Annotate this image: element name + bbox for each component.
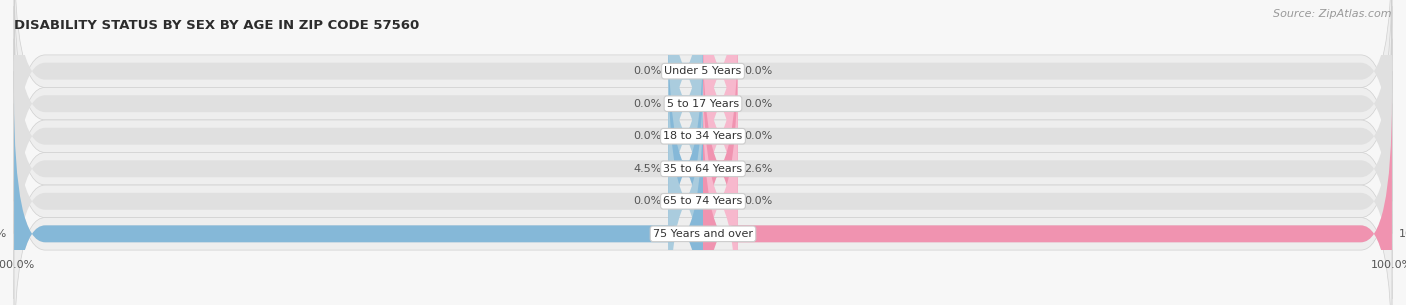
FancyBboxPatch shape [14,0,703,274]
FancyBboxPatch shape [14,31,703,305]
Text: 0.0%: 0.0% [744,131,772,141]
Text: 0.0%: 0.0% [634,196,662,206]
FancyBboxPatch shape [669,63,703,305]
Text: 0.0%: 0.0% [634,66,662,76]
FancyBboxPatch shape [14,104,1392,305]
Text: 18 to 34 Years: 18 to 34 Years [664,131,742,141]
FancyBboxPatch shape [14,0,703,242]
Text: 65 to 74 Years: 65 to 74 Years [664,196,742,206]
FancyBboxPatch shape [669,31,703,305]
Text: 0.0%: 0.0% [634,131,662,141]
Text: DISABILITY STATUS BY SEX BY AGE IN ZIP CODE 57560: DISABILITY STATUS BY SEX BY AGE IN ZIP C… [14,19,419,32]
FancyBboxPatch shape [14,0,1392,234]
Text: 0.0%: 0.0% [744,66,772,76]
FancyBboxPatch shape [14,96,703,305]
FancyBboxPatch shape [703,0,738,242]
FancyBboxPatch shape [703,0,738,209]
FancyBboxPatch shape [14,39,1392,299]
Text: 0.0%: 0.0% [744,99,772,109]
Text: Under 5 Years: Under 5 Years [665,66,741,76]
FancyBboxPatch shape [703,31,1392,305]
FancyBboxPatch shape [14,71,1392,305]
FancyBboxPatch shape [669,0,703,274]
FancyBboxPatch shape [703,0,1392,274]
FancyBboxPatch shape [669,0,703,209]
Text: 100.0%: 100.0% [0,229,7,239]
FancyBboxPatch shape [14,6,1392,266]
Text: 0.0%: 0.0% [634,99,662,109]
FancyBboxPatch shape [14,96,703,305]
FancyBboxPatch shape [703,96,1392,305]
FancyBboxPatch shape [703,63,738,305]
FancyBboxPatch shape [703,0,1392,242]
FancyBboxPatch shape [703,63,1392,305]
FancyBboxPatch shape [14,0,703,209]
Text: 5 to 17 Years: 5 to 17 Years [666,99,740,109]
Text: 4.5%: 4.5% [633,164,662,174]
FancyBboxPatch shape [14,63,703,305]
Text: 0.0%: 0.0% [744,196,772,206]
Text: 35 to 64 Years: 35 to 64 Years [664,164,742,174]
FancyBboxPatch shape [669,0,703,242]
FancyBboxPatch shape [703,96,1392,305]
Text: 2.6%: 2.6% [744,164,773,174]
Text: 100.0%: 100.0% [1399,229,1406,239]
FancyBboxPatch shape [703,31,738,305]
FancyBboxPatch shape [703,0,738,274]
FancyBboxPatch shape [703,0,1392,209]
Text: Source: ZipAtlas.com: Source: ZipAtlas.com [1274,9,1392,19]
Text: 75 Years and over: 75 Years and over [652,229,754,239]
FancyBboxPatch shape [14,0,1392,201]
